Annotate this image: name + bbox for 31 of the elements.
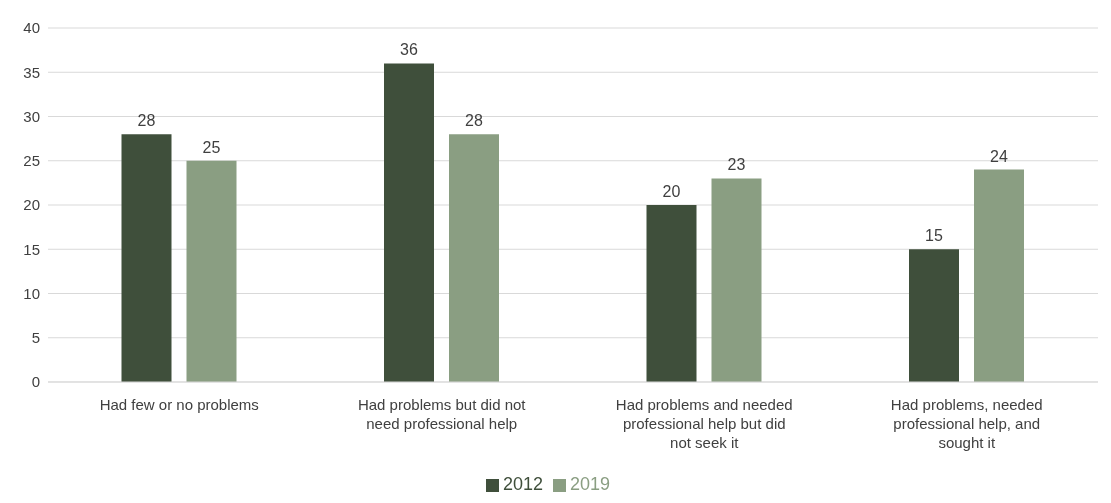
data-label: 28 [465, 112, 483, 130]
legend-label: 2012 [502, 474, 543, 494]
data-label: 20 [662, 183, 681, 200]
bar [186, 160, 237, 382]
bar [121, 134, 172, 382]
data-label: 36 [400, 41, 418, 59]
x-tick-label: Had few or no problems [99, 396, 259, 413]
y-tick-label: 40 [23, 19, 40, 37]
y-tick-label: 35 [23, 63, 40, 81]
data-label: 23 [727, 156, 746, 174]
y-tick-label: 30 [23, 107, 40, 125]
legend-label: 2019 [570, 474, 611, 494]
bar [909, 249, 959, 382]
data-label: 24 [990, 147, 1008, 165]
x-tick-label: Had problems and needed professional help but did not seek it [615, 396, 793, 451]
bar [711, 178, 762, 382]
data-label: 25 [202, 138, 221, 156]
data-label: 15 [925, 227, 943, 245]
y-tick-label: 20 [23, 196, 40, 214]
x-tick-label: Had problems but did not need professional help [357, 396, 527, 432]
x-tick-label: Had problems, needed professional help, and sought it [890, 396, 1043, 451]
bar [646, 205, 697, 382]
y-tick-label: 15 [23, 240, 40, 258]
y-tick-label: 10 [23, 284, 40, 302]
data-label: 28 [137, 112, 156, 130]
y-tick-label: 25 [23, 152, 40, 170]
bar [449, 134, 499, 382]
bar [384, 63, 434, 382]
y-tick-label: 0 [31, 373, 40, 391]
bar [974, 169, 1024, 382]
y-tick-label: 5 [31, 329, 40, 347]
